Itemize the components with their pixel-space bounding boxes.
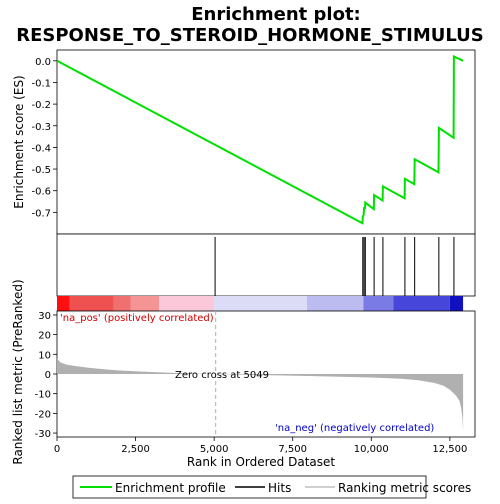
metric-x-axis-label: Rank in Ordered Dataset — [187, 455, 335, 469]
hits-group — [214, 237, 455, 296]
metric-x-tick-label: 10,000 — [354, 444, 389, 455]
metric-x-tick-label: 0 — [54, 444, 60, 455]
color-bar-segment — [449, 296, 464, 311]
es-y-tick-label: -0.3 — [31, 122, 51, 133]
es-y-tick-label: -0.5 — [31, 165, 51, 176]
metric-x-axis: 0 2,500 5,000 7,500 10,000 12,500 — [54, 437, 467, 455]
ranking-color-bar — [57, 296, 464, 311]
metric-y-tick-label: 20 — [38, 331, 51, 342]
legend-hits-label: Hits — [268, 481, 291, 495]
legend-enrichment-label: Enrichment profile — [115, 481, 226, 495]
metric-x-tick-label: 2,500 — [121, 444, 150, 455]
metric-x-tick-label: 5,000 — [200, 444, 229, 455]
color-bar-segment — [130, 296, 160, 311]
zero-cross-label: Zero cross at 5049 — [175, 370, 269, 381]
es-y-tick-label: -0.2 — [31, 100, 51, 111]
metric-y-tick-label: 30 — [38, 311, 51, 322]
metric-y-tick-label: 0 — [45, 370, 51, 381]
color-bar-segment — [306, 296, 364, 311]
color-bar-segment — [363, 296, 394, 311]
metric-y-tick-label: -20 — [35, 409, 51, 420]
legend-metric-label: Ranking metric scores — [338, 481, 471, 495]
es-y-axis-label: Enrichment score (ES) — [12, 75, 26, 208]
hits-panel-frame — [56, 233, 476, 297]
color-bar-segment — [57, 296, 70, 311]
metric-x-tick-label: 12,500 — [432, 444, 467, 455]
es-y-axis: 0.0 -0.1 -0.2 -0.3 -0.4 -0.5 -0.6 -0.7 — [31, 57, 57, 219]
color-bar-segment — [69, 296, 114, 311]
metric-y-tick-label: 10 — [38, 350, 51, 361]
pos-correlated-label: 'na_pos' (positively correlated) — [60, 313, 214, 324]
metric-y-axis-label: Ranked list metric (PreRanked) — [11, 279, 25, 464]
color-bar-segment — [159, 296, 215, 311]
enrichment-profile-line — [56, 54, 464, 225]
metric-y-tick-label: -10 — [35, 390, 51, 401]
metric-x-tick-label: 7,500 — [278, 444, 307, 455]
es-y-tick-label: -0.7 — [31, 208, 51, 219]
es-panel-frame — [56, 49, 476, 235]
chart-title-line1: Enrichment plot: — [191, 4, 361, 25]
metric-y-tick-label: -30 — [35, 429, 51, 440]
es-y-tick-label: -0.4 — [31, 143, 51, 154]
color-bar-segment — [113, 296, 131, 311]
es-y-tick-label: -0.6 — [31, 187, 51, 198]
ranking-metric-area — [57, 358, 464, 432]
es-y-tick-label: -0.1 — [31, 78, 51, 89]
chart-title-line2: RESPONSE_TO_STEROID_HORMONE_STIMULUS — [16, 25, 484, 46]
color-bar-segment — [214, 296, 307, 311]
color-bar-segment — [393, 296, 450, 311]
metric-y-axis: 30 20 10 0 -10 -20 -30 — [35, 311, 57, 440]
es-y-tick-label: 0.0 — [35, 57, 51, 68]
neg-correlated-label: 'na_neg' (negatively correlated) — [275, 423, 434, 434]
